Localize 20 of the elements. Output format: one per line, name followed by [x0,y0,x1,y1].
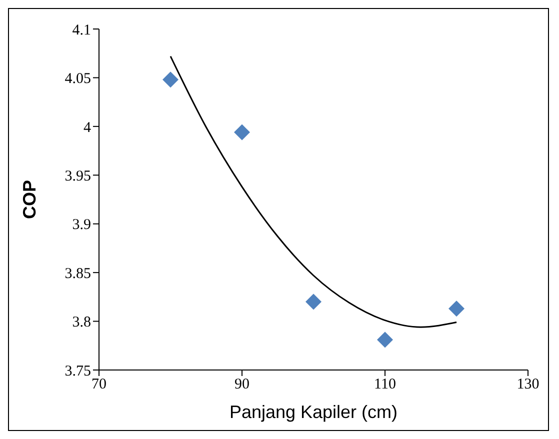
y-axis-title: COP [19,180,40,220]
x-tick-label: 110 [374,376,396,393]
y-tick-label: 3.75 [64,363,91,380]
y-tick-label: 3.85 [64,266,91,282]
line-series [170,56,458,328]
y-tick-label: 3.9 [72,217,91,234]
point [162,72,178,88]
point [306,294,322,310]
x-tick-label: 130 [516,376,540,393]
point [377,332,393,348]
y-tick-label: 3.8 [72,314,91,331]
point [448,300,464,317]
y-tick-label: 4 [84,120,92,136]
x-tick-label: 90 [234,376,250,393]
y-tick-label: 4.05 [64,71,91,88]
x-tick-label: 70 [92,376,106,393]
x-axis-title: Panjang Kapiler (cm) [229,402,398,422]
y-tick-label: 3.95 [64,168,91,184]
y-tick-label: 4.1 [72,22,91,38]
point [234,124,250,140]
